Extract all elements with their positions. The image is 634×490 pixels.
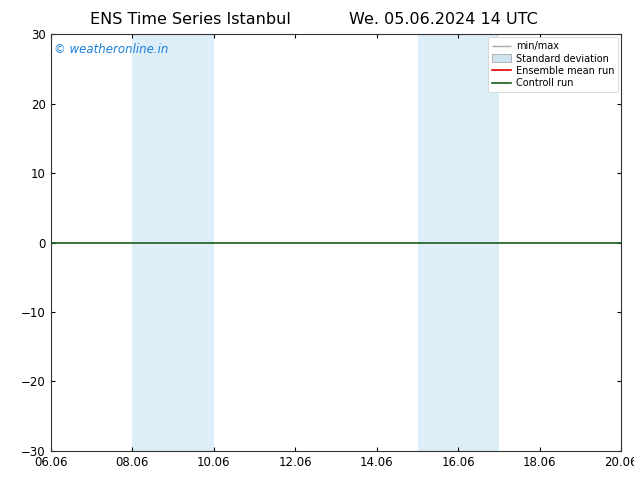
- Text: ENS Time Series Istanbul: ENS Time Series Istanbul: [90, 12, 290, 27]
- Text: © weatheronline.in: © weatheronline.in: [53, 43, 168, 56]
- Bar: [133, 34, 167, 451]
- Bar: [167, 34, 214, 451]
- Text: We. 05.06.2024 14 UTC: We. 05.06.2024 14 UTC: [349, 12, 538, 27]
- Bar: [418, 34, 452, 451]
- Bar: [452, 34, 499, 451]
- Legend: min/max, Standard deviation, Ensemble mean run, Controll run: min/max, Standard deviation, Ensemble me…: [488, 37, 618, 92]
